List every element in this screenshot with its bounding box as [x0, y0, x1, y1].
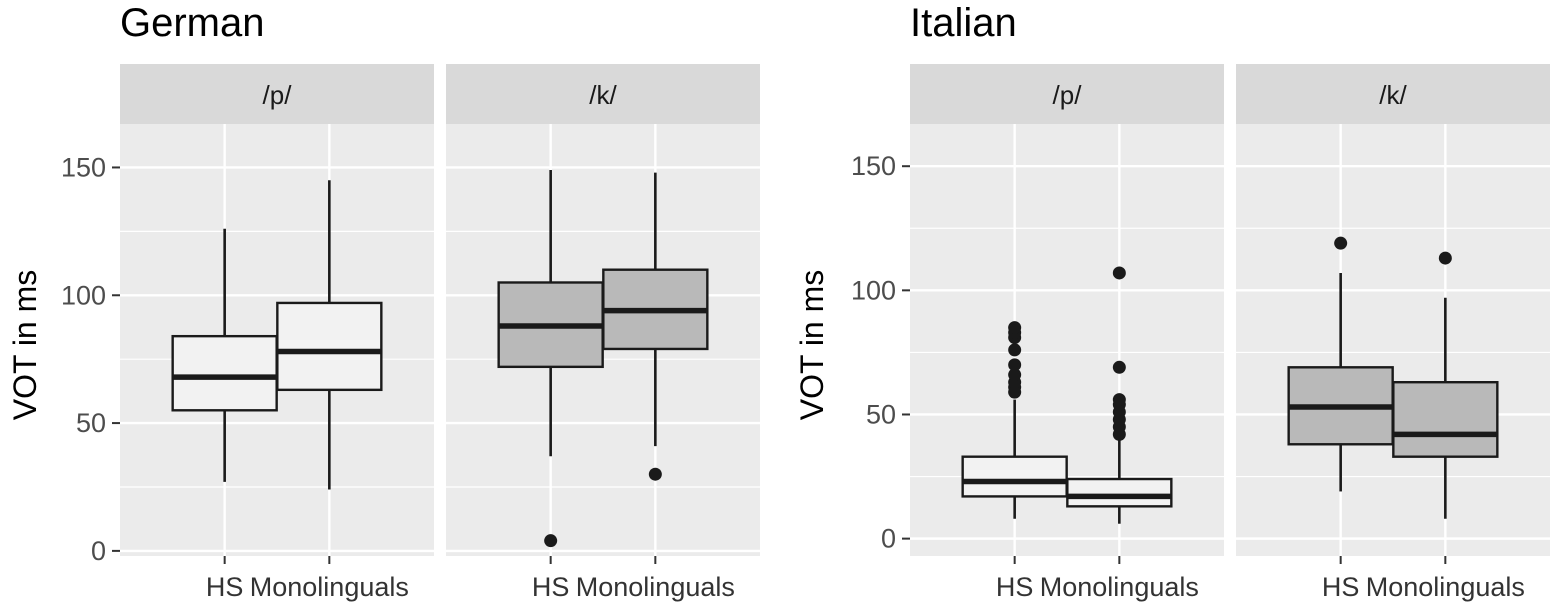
y-tick-label: 0 [91, 536, 106, 566]
italian-k-plot-bg [1236, 124, 1550, 556]
italian-panel-p: /p/ HS Monolinguals [910, 64, 1224, 602]
italian-ylabel: VOT in ms [794, 270, 830, 421]
outlier-point-monolinguals [648, 467, 662, 481]
italian-p-plot-content: HS Monolinguals [910, 124, 1224, 602]
x-tick-label-hs: HS [206, 572, 244, 602]
italian-k-strip [1236, 64, 1550, 124]
italian-p-strip [910, 64, 1224, 124]
italian-title: Italian [910, 1, 1017, 45]
italian-chart: Italian VOT in ms /p/ HS Monolinguals /k/… [794, 1, 1550, 602]
x-tick-label-monolinguals: Monolinguals [250, 572, 409, 602]
outlier-point-hs [1008, 358, 1022, 372]
german-panel-k: /k/ HS Monolinguals [446, 64, 760, 602]
box-monolinguals [276, 301, 383, 392]
box-monolinguals [1066, 477, 1173, 508]
y-tick-label: 0 [881, 524, 896, 554]
x-tick-label-hs: HS [996, 572, 1034, 602]
german-p-plot-content: HS Monolinguals [120, 124, 434, 602]
x-tick-label-monolinguals: Monolinguals [576, 572, 735, 602]
german-title: German [120, 1, 265, 45]
german-panel-p: /p/ HS Monolinguals [120, 64, 434, 602]
outlier-point-monolinguals [1438, 251, 1452, 265]
outlier-point-hs [1008, 321, 1022, 335]
y-tick-label: 150 [851, 151, 896, 181]
italian-k-plot-content: HS Monolinguals [1236, 124, 1550, 602]
y-tick-label: 50 [76, 408, 106, 438]
outlier-point-monolinguals [1112, 266, 1126, 280]
y-tick-label: 150 [61, 152, 106, 182]
italian-panel-k: /k/ HS Monolinguals [1236, 64, 1550, 602]
x-tick-label-hs: HS [532, 572, 570, 602]
italian-y-axis: 0 50 100 150 [851, 151, 910, 554]
german-p-strip-label: /p/ [263, 80, 293, 110]
outlier-point-hs [1008, 343, 1022, 357]
y-tick-label: 100 [851, 275, 896, 305]
outlier-point-hs [1334, 236, 1348, 250]
box-monolinguals [1392, 381, 1499, 458]
german-chart: German VOT in ms /p/ HS Monolinguals /k/ … [7, 1, 760, 602]
outlier-point-monolinguals [1112, 360, 1126, 374]
italian-k-strip-label: /k/ [1379, 80, 1407, 110]
outlier-point-hs [544, 534, 558, 548]
german-k-strip [446, 64, 760, 124]
box-hs [171, 334, 278, 412]
outlier-point-hs [1008, 368, 1022, 382]
outlier-point-monolinguals [1112, 393, 1126, 407]
y-tick-label: 100 [61, 280, 106, 310]
italian-p-strip-label: /p/ [1053, 80, 1083, 110]
y-tick-label: 50 [866, 399, 896, 429]
x-tick-label-hs: HS [1322, 572, 1360, 602]
box-hs [961, 455, 1068, 498]
x-tick-label-monolinguals: Monolinguals [1040, 572, 1199, 602]
german-ylabel: VOT in ms [7, 270, 43, 421]
german-y-axis: 0 50 100 150 [61, 152, 120, 566]
german-p-strip [120, 64, 434, 124]
german-k-strip-label: /k/ [589, 80, 617, 110]
x-tick-label-monolinguals: Monolinguals [1366, 572, 1525, 602]
german-k-plot-content: HS Monolinguals [446, 124, 760, 602]
